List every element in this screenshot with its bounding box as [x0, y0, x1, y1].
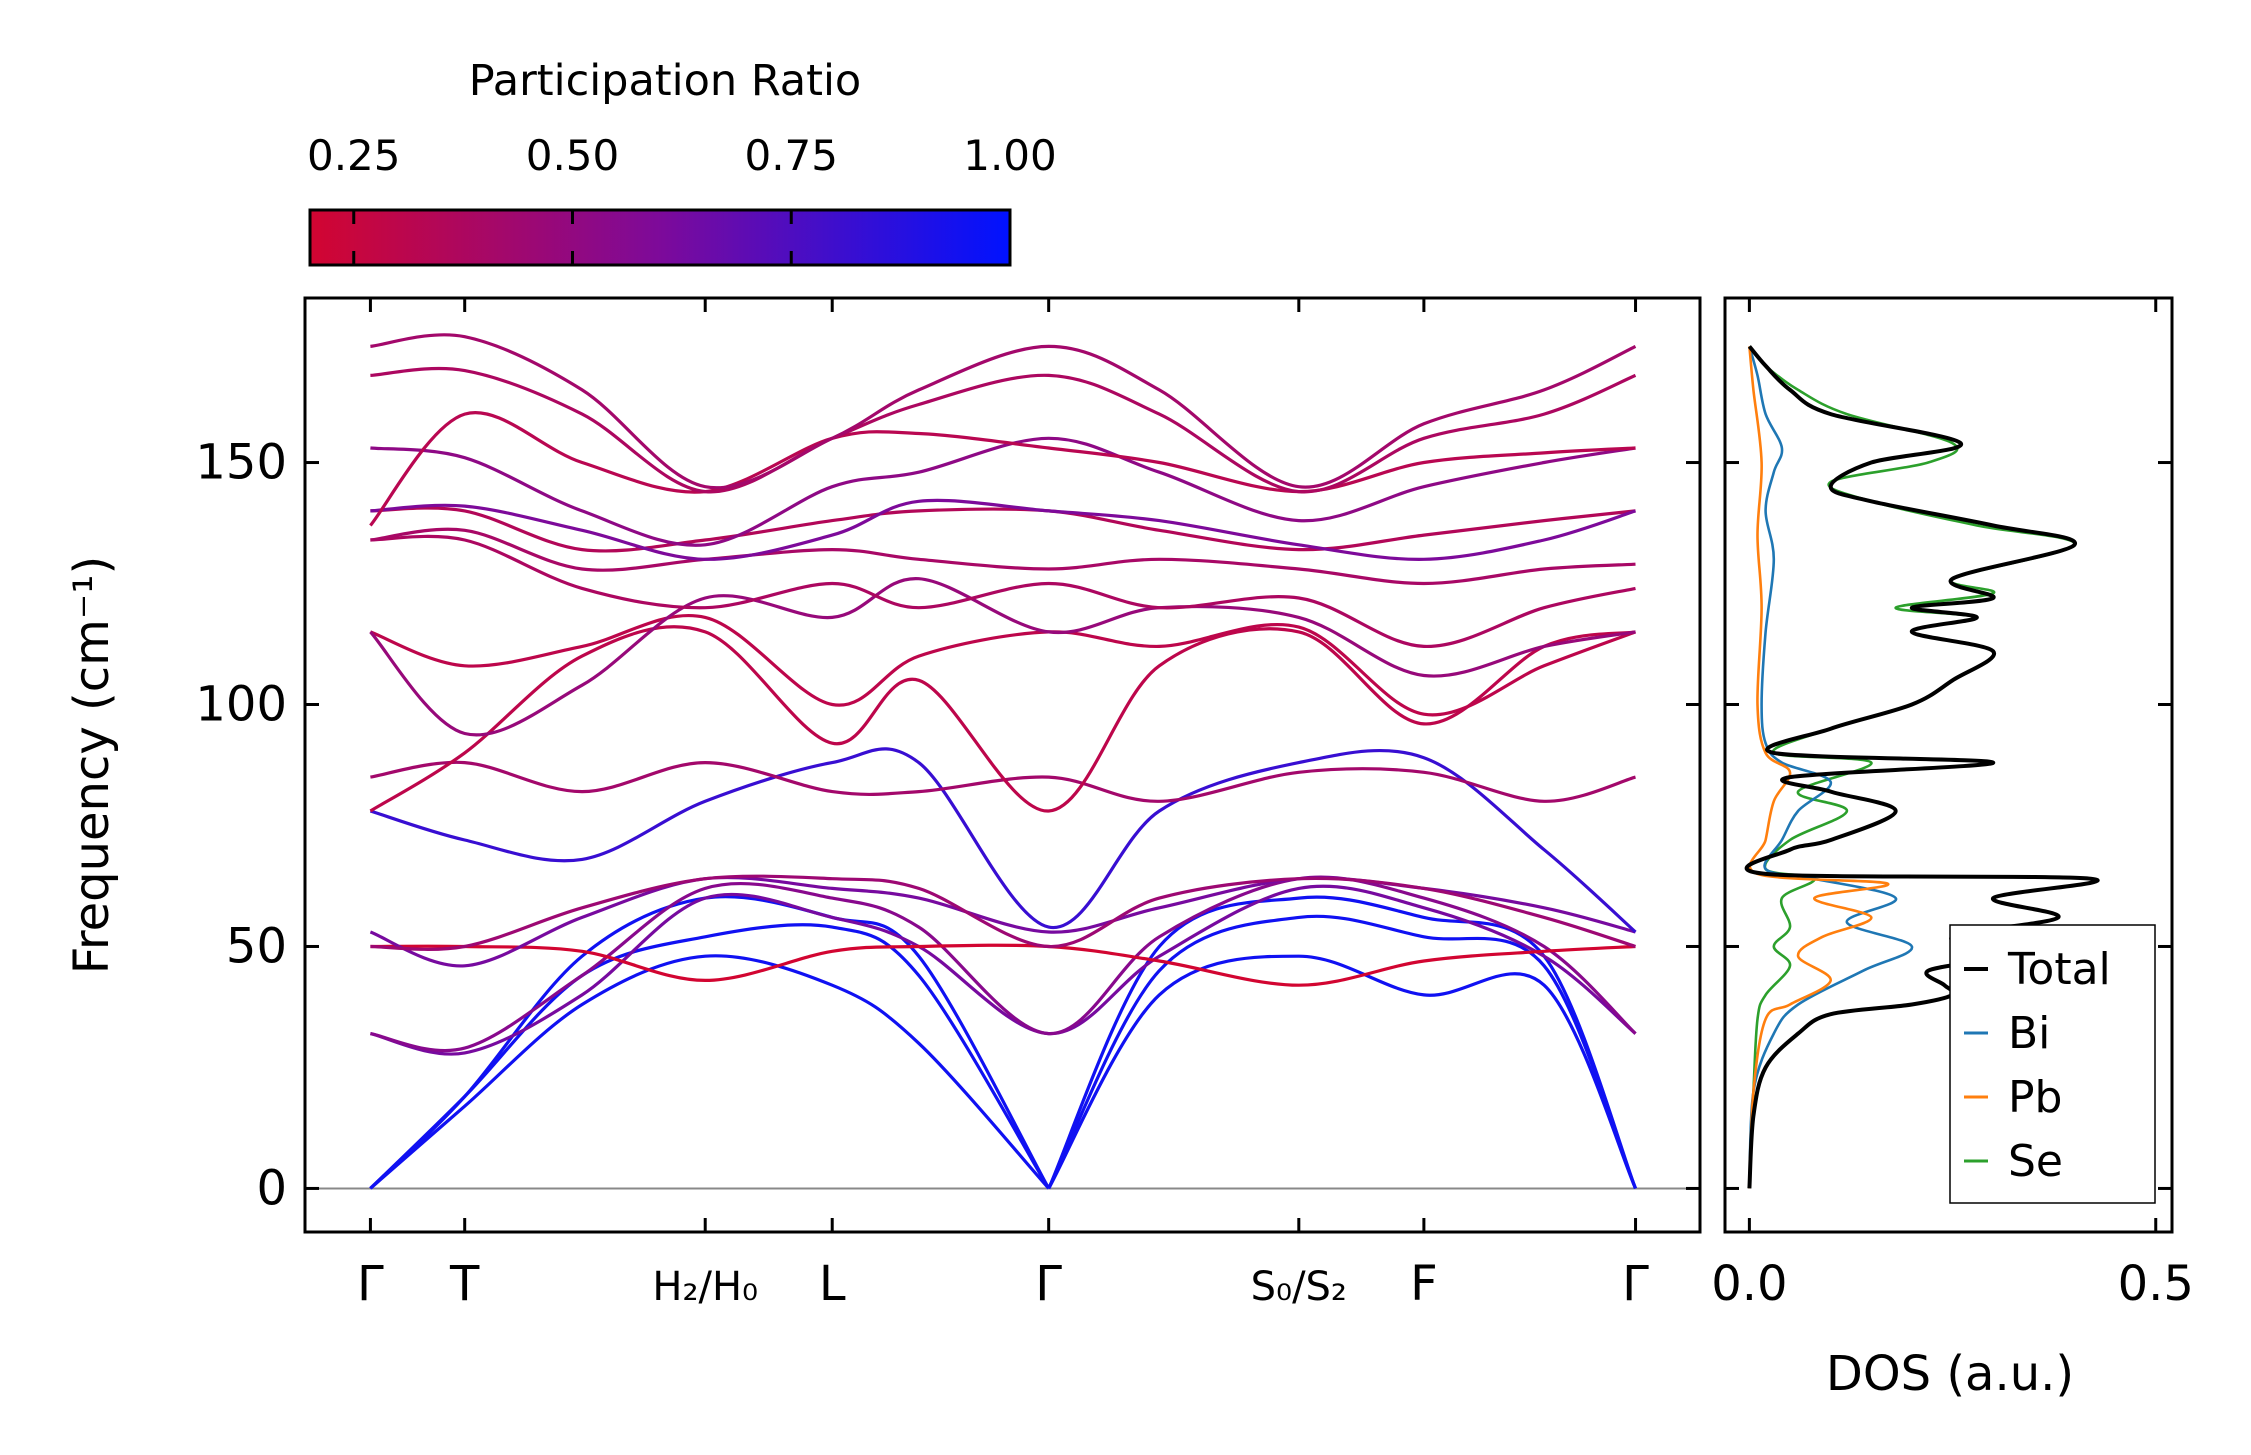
- high-symmetry-label: F: [1410, 1256, 1438, 1312]
- phonon-band-19: [370, 506, 1636, 553]
- phonon-band-9: [370, 943, 1636, 987]
- colorbar-tick-label: 0.50: [526, 131, 620, 180]
- phonon-band-5: [1047, 914, 1637, 1190]
- y-tick-label: 50: [226, 918, 287, 974]
- colorbar-title: Participation Ratio: [469, 56, 862, 106]
- phonon-band-23: [370, 366, 1637, 494]
- colorbar-tick-label: 1.00: [963, 131, 1057, 180]
- y-tick-label: 100: [195, 677, 287, 733]
- phonon-band-13: [370, 760, 1636, 803]
- colorbar: Participation Ratio 0.25 0.50 0.75 1.00: [307, 56, 1057, 267]
- y-tick-label: 150: [195, 435, 287, 491]
- colorbar-tick-label: 0.25: [307, 131, 401, 180]
- colorbar-gradient: [308, 208, 1012, 267]
- phonon-band-11: [370, 874, 1636, 951]
- phonon-band-1: [369, 954, 1050, 1190]
- phonon-band-15: [369, 614, 1637, 717]
- dos-x-axis-label: DOS (a.u.): [1826, 1346, 2074, 1402]
- dos-legend: Total Bi Pb Se: [1949, 924, 2156, 1204]
- legend-label: Pb: [2008, 1072, 2062, 1123]
- phonon-band-7: [370, 884, 1637, 1056]
- phonon-band-22: [369, 411, 1636, 527]
- y-axis-label: Frequency (cm⁻¹): [64, 556, 120, 974]
- dos-axes-frame: [1723, 296, 2174, 1234]
- phonon-band-8: [370, 875, 1637, 1053]
- band-structure-panel: 0 50 100 150 Γ T H₂/H₀ L Γ S₀/S₂ F Γ Frequency (cm…: [64, 296, 1702, 1312]
- legend-label: Total: [2007, 944, 2111, 995]
- band-axes-frame: [303, 296, 1702, 1234]
- high-symmetry-label: Γ: [1622, 1256, 1649, 1312]
- phonon-band-4: [1047, 954, 1637, 1190]
- phonon-band-17: [370, 534, 1636, 649]
- dos-line-bi: [1748, 346, 1914, 1189]
- phonon-band-16: [369, 577, 1636, 737]
- colorbar-tick-label: 0.75: [744, 131, 838, 180]
- dos-line-total: [1744, 345, 2100, 1189]
- high-symmetry-label: H₂/H₀: [652, 1264, 758, 1310]
- high-symmetry-label: Γ: [1035, 1256, 1062, 1312]
- legend-label: Bi: [2008, 1008, 2050, 1059]
- high-symmetry-label: L: [819, 1256, 846, 1312]
- high-symmetry-label: T: [449, 1256, 480, 1312]
- phonon-band-3: [369, 895, 1051, 1190]
- phonon-band-21: [370, 436, 1636, 547]
- dos-x-tick-label: 0.0: [1711, 1256, 1787, 1312]
- phonon-band-6: [1047, 895, 1637, 1190]
- dos-x-tick-label: 0.5: [2118, 1256, 2194, 1312]
- dos-line-pb: [1748, 346, 1890, 1189]
- phonon-band-20: [370, 498, 1636, 561]
- phonon-band-14: [369, 625, 1636, 813]
- legend-label: Se: [2008, 1136, 2063, 1187]
- phonon-band-24: [370, 333, 1637, 490]
- dos-panel: 0.0 0.5 DOS (a.u.) Total Bi Pb Se: [1711, 296, 2194, 1402]
- high-symmetry-label: Γ: [357, 1256, 384, 1312]
- phonon-band-12: [369, 747, 1637, 934]
- y-tick-label: 0: [256, 1160, 287, 1216]
- phonon-band-18: [370, 527, 1636, 586]
- high-symmetry-label: S₀/S₂: [1251, 1264, 1347, 1310]
- legend-box: [1949, 924, 2156, 1204]
